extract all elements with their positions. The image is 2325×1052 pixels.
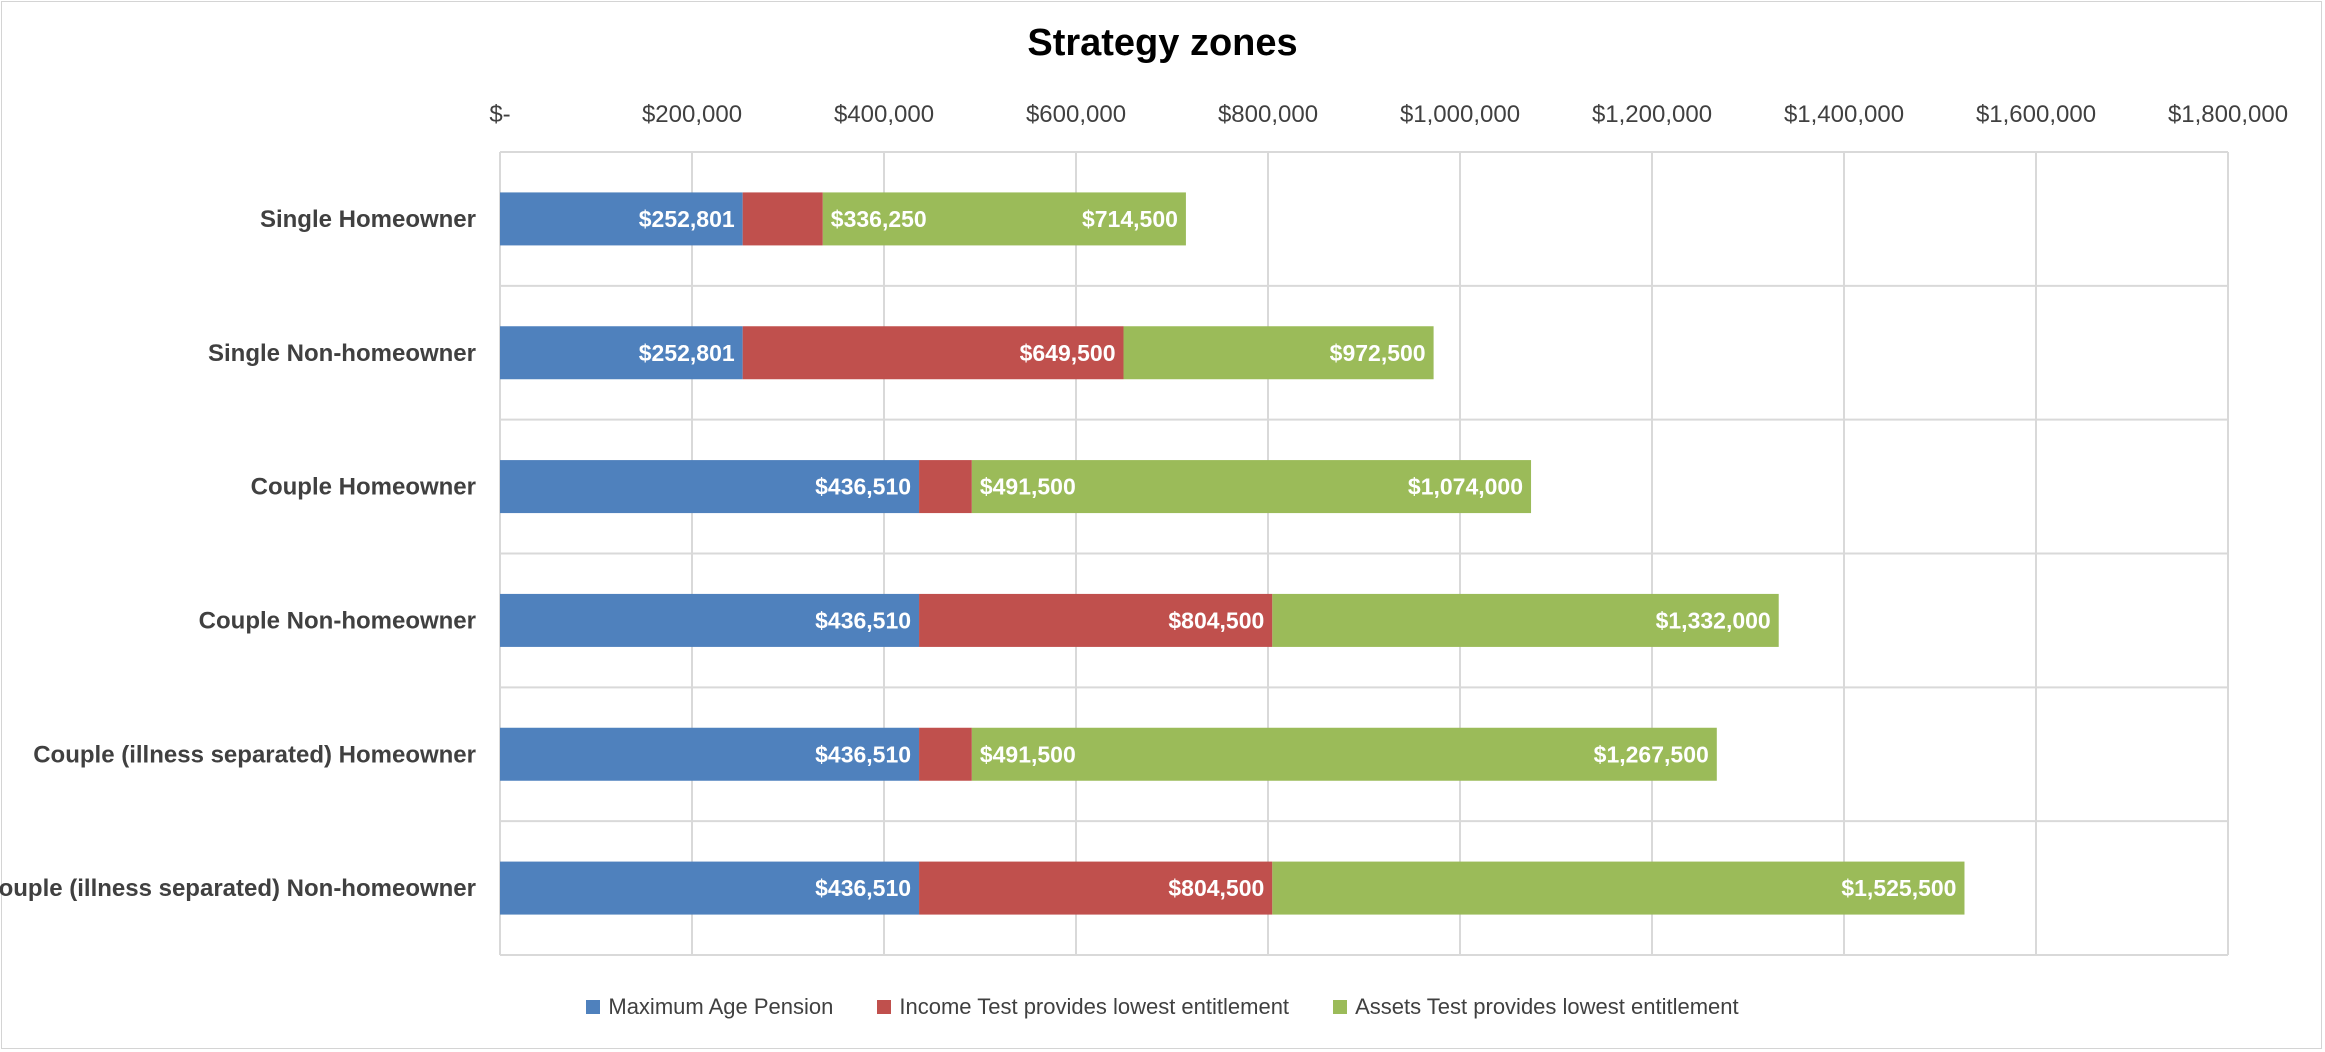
category-label: Single Non-homeowner bbox=[208, 340, 476, 367]
category-label: Couple Homeowner bbox=[251, 474, 476, 501]
bar-segment bbox=[742, 192, 823, 246]
data-label: $649,500 bbox=[1020, 340, 1116, 366]
data-label: $336,250 bbox=[831, 206, 927, 232]
bar-segment bbox=[742, 326, 1124, 380]
data-label: $436,510 bbox=[815, 741, 911, 767]
legend-label: Assets Test provides lowest entitlement bbox=[1355, 993, 1739, 1019]
data-label: $252,801 bbox=[639, 206, 735, 232]
bar-segment bbox=[971, 727, 1717, 781]
x-tick-label: $400,000 bbox=[834, 101, 934, 128]
chart-title: Strategy zones bbox=[1027, 22, 1298, 64]
x-tick-label: $- bbox=[489, 101, 510, 128]
x-tick-label: $1,000,000 bbox=[1400, 101, 1520, 128]
bar-segment bbox=[919, 460, 972, 514]
bar-segment bbox=[500, 192, 743, 246]
bar-segment bbox=[1123, 326, 1434, 380]
bar-segment bbox=[919, 593, 1273, 647]
bar-segment bbox=[500, 727, 920, 781]
x-tick-label: $1,200,000 bbox=[1592, 101, 1712, 128]
x-tick-label: $1,400,000 bbox=[1784, 101, 1904, 128]
category-label: Couple Non-homeowner bbox=[199, 607, 476, 634]
legend-swatch bbox=[877, 999, 892, 1014]
data-label: $1,525,500 bbox=[1841, 875, 1956, 901]
legend-item: Income Test provides lowest entitlement bbox=[877, 993, 1289, 1020]
legend-item: Assets Test provides lowest entitlement bbox=[1333, 993, 1739, 1020]
bar-segment bbox=[500, 861, 920, 915]
x-tick-label: $1,600,000 bbox=[1976, 101, 2096, 128]
legend-label: Maximum Age Pension bbox=[608, 993, 834, 1019]
bar-segment bbox=[500, 460, 920, 514]
category-label: Single Homeowner bbox=[260, 206, 476, 233]
bar-segment bbox=[500, 593, 920, 647]
bar-segment bbox=[919, 727, 972, 781]
data-label: $804,500 bbox=[1168, 875, 1264, 901]
data-label: $491,500 bbox=[980, 474, 1076, 500]
data-label: $972,500 bbox=[1330, 340, 1426, 366]
data-label: $436,510 bbox=[815, 607, 911, 633]
legend-item: Maximum Age Pension bbox=[586, 993, 833, 1020]
data-label: $714,500 bbox=[1082, 206, 1178, 232]
x-tick-label: $600,000 bbox=[1026, 101, 1126, 128]
x-tick-label: $1,800,000 bbox=[2168, 101, 2288, 128]
legend-swatch bbox=[586, 999, 601, 1014]
legend-label: Income Test provides lowest entitlement bbox=[899, 993, 1290, 1019]
category-label: Couple (illness separated) Homeowner bbox=[33, 741, 476, 768]
data-label: $1,332,000 bbox=[1656, 607, 1771, 633]
bar-segment bbox=[919, 861, 1273, 915]
data-label: $1,074,000 bbox=[1408, 474, 1523, 500]
data-label: $491,500 bbox=[980, 741, 1076, 767]
legend: Maximum Age Pension Income Test provides … bbox=[0, 992, 2325, 1020]
legend-swatch bbox=[1333, 999, 1348, 1014]
x-tick-label: $800,000 bbox=[1218, 101, 1318, 128]
data-label: $436,510 bbox=[815, 474, 911, 500]
data-label: $804,500 bbox=[1168, 607, 1264, 633]
data-label: $1,267,500 bbox=[1594, 741, 1709, 767]
category-label: Couple (illness separated) Non-homeowner bbox=[0, 875, 476, 902]
x-tick-label: $200,000 bbox=[642, 101, 742, 128]
data-label: $436,510 bbox=[815, 875, 911, 901]
bar-segment bbox=[1272, 593, 1779, 647]
bar-segment bbox=[500, 326, 743, 380]
data-label: $252,801 bbox=[639, 340, 735, 366]
bar-segment bbox=[1272, 861, 1965, 915]
bar-segment bbox=[822, 192, 1186, 246]
bar-segment bbox=[971, 460, 1532, 514]
